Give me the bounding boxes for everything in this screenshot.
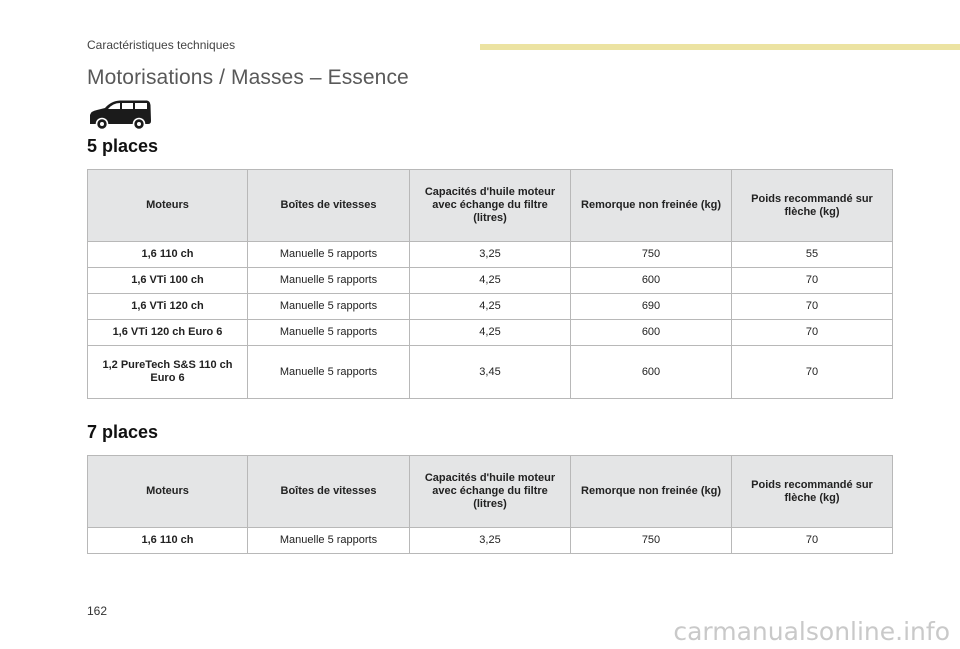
table-header-row: Moteurs Boîtes de vitesses Capacités d'h… bbox=[87, 169, 893, 242]
table-row: 1,6 110 ch Manuelle 5 rapports 3,25 750 … bbox=[87, 527, 893, 554]
table-row: 1,6 VTi 120 ch Euro 6 Manuelle 5 rapport… bbox=[87, 319, 893, 346]
van-icon bbox=[90, 100, 151, 131]
trailer-cell: 690 bbox=[570, 293, 732, 320]
nose-weight-cell: 70 bbox=[731, 345, 893, 399]
engine-cell: 1,6 110 ch bbox=[87, 527, 248, 554]
oil-capacity-cell: 4,25 bbox=[409, 267, 571, 294]
trailer-cell: 600 bbox=[570, 319, 732, 346]
header-accent-bar bbox=[480, 44, 960, 50]
column-header-engines: Moteurs bbox=[87, 169, 248, 242]
engine-cell: 1,2 PureTech S&S 110 ch Euro 6 bbox=[87, 345, 248, 399]
column-header-nose-weight: Poids recommandé sur flèche (kg) bbox=[731, 169, 893, 242]
trailer-cell: 750 bbox=[570, 241, 732, 268]
nose-weight-cell: 55 bbox=[731, 241, 893, 268]
nose-weight-cell: 70 bbox=[731, 293, 893, 320]
oil-capacity-cell: 4,25 bbox=[409, 293, 571, 320]
table-header-row: Moteurs Boîtes de vitesses Capacités d'h… bbox=[87, 455, 893, 528]
oil-capacity-cell: 3,25 bbox=[409, 241, 571, 268]
engine-cell: 1,6 VTi 120 ch bbox=[87, 293, 248, 320]
gearbox-cell: Manuelle 5 rapports bbox=[247, 319, 410, 346]
gearbox-cell: Manuelle 5 rapports bbox=[247, 345, 410, 399]
column-header-oil-capacity: Capacités d'huile moteur avec échange du… bbox=[409, 169, 571, 242]
table-row: 1,6 110 ch Manuelle 5 rapports 3,25 750 … bbox=[87, 241, 893, 268]
gearbox-cell: Manuelle 5 rapports bbox=[247, 527, 410, 554]
engine-cell: 1,6 VTi 120 ch Euro 6 bbox=[87, 319, 248, 346]
oil-capacity-cell: 3,25 bbox=[409, 527, 571, 554]
table-row: 1,6 VTi 100 ch Manuelle 5 rapports 4,25 … bbox=[87, 267, 893, 294]
section-title-5-places: 5 places bbox=[87, 136, 159, 156]
nose-weight-cell: 70 bbox=[731, 319, 893, 346]
gearbox-cell: Manuelle 5 rapports bbox=[247, 241, 410, 268]
oil-capacity-cell: 4,25 bbox=[409, 319, 571, 346]
trailer-cell: 600 bbox=[570, 345, 732, 399]
page-number: 162 bbox=[87, 604, 108, 618]
nose-weight-cell: 70 bbox=[731, 527, 893, 554]
section-title-7-places: 7 places bbox=[87, 422, 159, 442]
watermark: carmanualsonline.info bbox=[673, 617, 950, 646]
engine-cell: 1,6 VTi 100 ch bbox=[87, 267, 248, 294]
column-header-unbraked-trailer: Remorque non freinée (kg) bbox=[570, 455, 732, 528]
table-row: 1,6 VTi 120 ch Manuelle 5 rapports 4,25 … bbox=[87, 293, 893, 320]
column-header-gearboxes: Boîtes de vitesses bbox=[247, 455, 410, 528]
engine-cell: 1,6 110 ch bbox=[87, 241, 248, 268]
page-title: Motorisations / Masses – Essence bbox=[87, 66, 409, 89]
column-header-oil-capacity: Capacités d'huile moteur avec échange du… bbox=[409, 455, 571, 528]
trailer-cell: 750 bbox=[570, 527, 732, 554]
oil-capacity-cell: 3,45 bbox=[409, 345, 571, 399]
column-header-gearboxes: Boîtes de vitesses bbox=[247, 169, 410, 242]
header-section-title: Caractéristiques techniques bbox=[87, 38, 236, 52]
nose-weight-cell: 70 bbox=[731, 267, 893, 294]
gearbox-cell: Manuelle 5 rapports bbox=[247, 293, 410, 320]
trailer-cell: 600 bbox=[570, 267, 732, 294]
table-row: 1,2 PureTech S&S 110 ch Euro 6 Manuelle … bbox=[87, 345, 893, 399]
column-header-unbraked-trailer: Remorque non freinée (kg) bbox=[570, 169, 732, 242]
column-header-engines: Moteurs bbox=[87, 455, 248, 528]
specs-table-7-places: Moteurs Boîtes de vitesses Capacités d'h… bbox=[87, 455, 893, 554]
gearbox-cell: Manuelle 5 rapports bbox=[247, 267, 410, 294]
column-header-nose-weight: Poids recommandé sur flèche (kg) bbox=[731, 455, 893, 528]
specs-table-5-places: Moteurs Boîtes de vitesses Capacités d'h… bbox=[87, 169, 893, 399]
